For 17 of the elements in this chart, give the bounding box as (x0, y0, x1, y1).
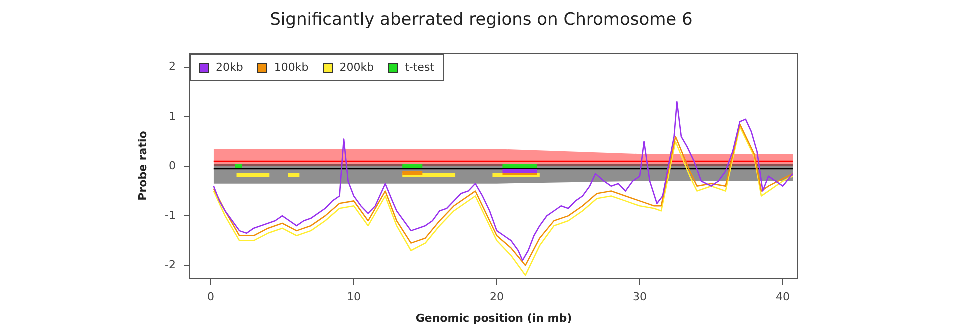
y-axis-title: Probe ratio (136, 131, 150, 201)
legend-label: t-test (405, 61, 434, 74)
x-tick-label: 30 (632, 290, 647, 304)
y-tick-label: 0 (169, 159, 176, 172)
y-tick-label: -1 (165, 208, 176, 222)
legend-label: 20kb (216, 61, 244, 74)
y-tick-label: -2 (165, 258, 176, 272)
chart-title: Significantly aberrated regions on Chromosome 6 (269, 10, 694, 30)
y-tick-label: 2 (169, 60, 176, 74)
x-tick-label: 10 (347, 290, 362, 304)
x-axis-title: Genomic position (in mb) (414, 312, 574, 325)
x-tick-label: 0 (208, 290, 215, 304)
y-tick-label: 1 (169, 110, 176, 123)
x-tick-label: 20 (490, 290, 504, 304)
x-tick-label: 40 (776, 290, 790, 304)
legend-label: 100kb (274, 61, 309, 74)
legend-label: 200kb (340, 61, 374, 74)
